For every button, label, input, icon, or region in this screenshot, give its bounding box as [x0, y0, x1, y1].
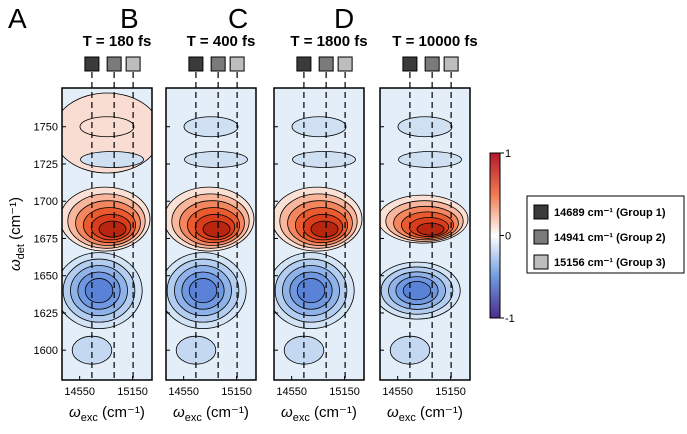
axis-label: ωdet (cm⁻¹) — [7, 197, 27, 271]
contour — [98, 220, 127, 238]
plot-frame — [379, 87, 471, 381]
panel-title: T = 10000 fs — [392, 33, 477, 50]
axis-symbol: ω — [281, 404, 293, 421]
legend-swatch — [533, 204, 549, 220]
panel-label: B — [120, 3, 139, 34]
legend-label: 14689 cm⁻¹ (Group 1) — [554, 207, 666, 219]
group-marker — [188, 56, 204, 72]
axis-label: ωexc (cm⁻¹) — [69, 404, 145, 424]
contour — [188, 278, 218, 304]
panel-title: T = 180 fs — [83, 33, 152, 50]
group-marker — [402, 56, 418, 72]
axis-unit: (cm⁻¹) — [310, 404, 357, 421]
group-marker — [229, 56, 245, 72]
panel-title: T = 400 fs — [187, 33, 256, 50]
contour — [183, 116, 239, 138]
legend-swatch — [533, 254, 549, 270]
panel-title: T = 1800 fs — [290, 33, 367, 50]
axis-subscript: det — [15, 244, 27, 259]
legend-swatch — [533, 229, 549, 245]
plot-frame — [61, 87, 153, 381]
panel-label: C — [228, 3, 248, 34]
axis-label: ωexc (cm⁻¹) — [387, 404, 463, 424]
y-tick-label: 1725 — [34, 159, 58, 171]
axis-subscript: exc — [293, 412, 311, 424]
legend-label: 14941 cm⁻¹ (Group 2) — [554, 232, 666, 244]
x-tick-label: 15150 — [329, 386, 360, 398]
colorbar-tick-label: 1 — [505, 148, 511, 160]
y-tick-label: 1750 — [34, 122, 58, 134]
x-tick-label: 15150 — [221, 386, 252, 398]
contour — [184, 151, 248, 168]
axis-subscript: exc — [81, 412, 99, 424]
contour — [79, 116, 135, 138]
axis-label: ωexc (cm⁻¹) — [281, 404, 357, 424]
contour-map — [62, 88, 152, 380]
contour-map — [380, 88, 470, 380]
plot-frame — [165, 87, 257, 381]
x-tick-label: 15150 — [435, 386, 466, 398]
x-tick-label: 14550 — [276, 386, 307, 398]
group-marker — [296, 56, 312, 72]
contour — [283, 335, 325, 365]
axis-symbol: ω — [387, 404, 399, 421]
axis-symbol: ω — [69, 404, 81, 421]
contour — [397, 116, 453, 138]
colorbar — [489, 152, 501, 319]
contour — [71, 335, 113, 365]
contour — [84, 278, 114, 304]
plot-frame — [273, 87, 365, 381]
axis-unit: (cm⁻¹) — [416, 404, 463, 421]
contour — [175, 335, 217, 365]
contour — [292, 151, 356, 168]
axis-symbol: ω — [7, 259, 24, 271]
x-tick-label: 15150 — [117, 386, 148, 398]
contour — [80, 151, 144, 168]
colorbar-tick-label: -1 — [505, 313, 515, 325]
y-tick-label: 1675 — [34, 233, 58, 245]
contour-map — [274, 88, 364, 380]
group-marker — [443, 56, 459, 72]
x-tick-label: 14550 — [168, 386, 199, 398]
contour — [310, 220, 339, 238]
contour — [389, 335, 431, 365]
colorbar-tick-label: 0 — [505, 231, 511, 243]
axis-unit: (cm⁻¹) — [202, 404, 249, 421]
axis-subscript: exc — [399, 412, 417, 424]
contour — [398, 151, 462, 168]
y-tick-label: 1650 — [34, 271, 58, 283]
panel-label: A — [8, 3, 27, 34]
y-tick-label: 1600 — [34, 345, 58, 357]
axis-unit: (cm⁻¹) — [7, 197, 24, 244]
group-marker — [106, 56, 122, 72]
legend-box — [526, 195, 685, 274]
group-marker — [424, 56, 440, 72]
group-marker — [125, 56, 141, 72]
group-marker — [210, 56, 226, 72]
group-marker — [318, 56, 334, 72]
group-marker — [337, 56, 353, 72]
contour — [291, 116, 347, 138]
panel-label: D — [334, 3, 354, 34]
contour — [202, 220, 231, 238]
y-tick-label: 1700 — [34, 196, 58, 208]
axis-symbol: ω — [173, 404, 185, 421]
x-tick-label: 14550 — [382, 386, 413, 398]
axis-subscript: exc — [185, 412, 203, 424]
legend-label: 15156 cm⁻¹ (Group 3) — [554, 257, 666, 269]
contour-map — [166, 88, 256, 380]
axis-unit: (cm⁻¹) — [98, 404, 145, 421]
y-tick-label: 1625 — [34, 308, 58, 320]
x-tick-label: 14550 — [64, 386, 95, 398]
contour — [296, 278, 326, 304]
contour — [402, 281, 432, 301]
axis-label: ωexc (cm⁻¹) — [173, 404, 249, 424]
group-marker — [84, 56, 100, 72]
contour — [416, 222, 445, 236]
